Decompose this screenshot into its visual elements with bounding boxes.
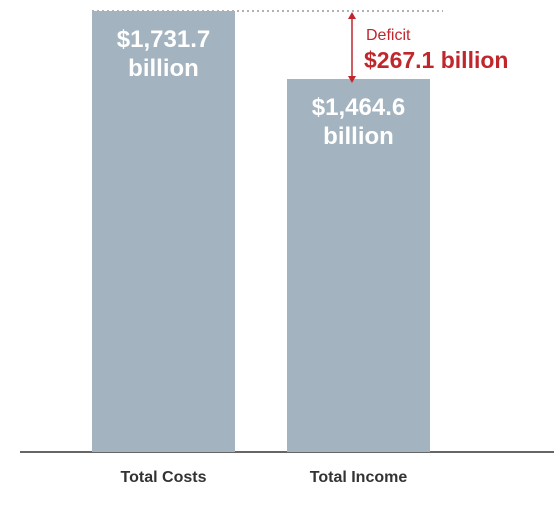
bar-value-label: billion: [323, 123, 394, 150]
deficit-annotation: Deficit $267.1 billion: [348, 12, 508, 83]
deficit-arrow-head-top: [348, 12, 356, 19]
bar-value-label: $1,731.7: [117, 26, 210, 53]
deficit-arrow-head-bottom: [348, 76, 356, 83]
bars-group: [92, 11, 430, 452]
category-labels-group: Total Costs Total Income: [121, 469, 408, 486]
bar-value-label: billion: [128, 55, 199, 82]
bar-value-label: $1,464.6: [312, 94, 405, 121]
category-label: Total Income: [310, 469, 408, 486]
bar-total-income: [287, 79, 430, 452]
deficit-value: $267.1 billion: [364, 47, 508, 73]
bar-total-costs: [92, 11, 235, 452]
deficit-label: Deficit: [366, 27, 411, 44]
category-label: Total Costs: [121, 469, 207, 486]
